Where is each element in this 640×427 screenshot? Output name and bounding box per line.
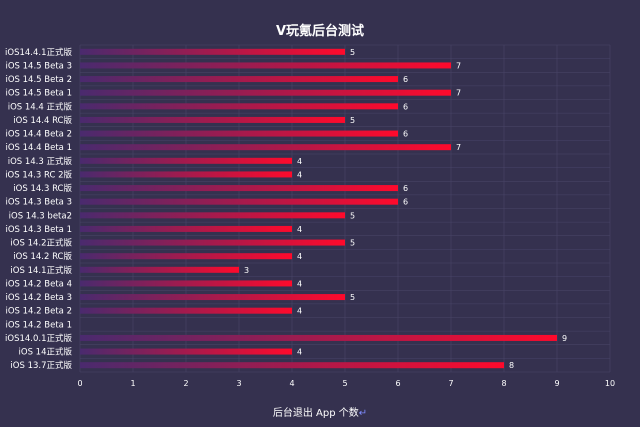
category-label: iOS 14.5 Beta 2: [6, 75, 73, 85]
category-label: iOS 14.5 Beta 1: [6, 89, 73, 99]
value-label: 6: [403, 102, 408, 111]
value-label: 5: [350, 239, 355, 248]
value-label: 5: [350, 293, 355, 302]
bar: [80, 76, 398, 83]
value-label: 6: [403, 75, 408, 84]
x-tick-label: 3: [236, 379, 241, 388]
category-label: iOS 14.2正式版: [10, 238, 72, 249]
bar: [80, 362, 504, 369]
value-label: 4: [297, 252, 302, 261]
x-axis-title: 后台退出 App 个数: [272, 408, 359, 419]
value-label: 4: [297, 225, 302, 234]
bar: [80, 130, 398, 137]
category-label: iOS 14.3 Beta 3: [6, 198, 73, 208]
value-label: 4: [297, 170, 302, 179]
bar: [80, 89, 451, 96]
bars: [80, 48, 557, 369]
value-label: 4: [297, 157, 302, 166]
x-tick-label: 10: [605, 379, 615, 388]
return-mark: ↵: [358, 408, 368, 419]
x-tick-label: 8: [501, 379, 506, 388]
value-label: 9: [562, 334, 567, 343]
category-label: iOS 14.4 RC版: [13, 115, 72, 126]
category-label: iOS14.4.1正式版: [5, 47, 72, 58]
bar: [80, 266, 239, 273]
bar: [80, 334, 557, 341]
x-tick-label: 0: [77, 379, 82, 388]
category-label: iOS 14.3 正式版: [8, 156, 73, 167]
category-label: iOS 14.2 RC版: [13, 251, 72, 262]
value-label: 3: [244, 266, 249, 275]
category-label: iOS 14.3 Beta 1: [6, 225, 73, 235]
value-label: 5: [350, 48, 355, 57]
bar: [80, 185, 398, 192]
value-label: 4: [297, 348, 302, 357]
category-label: iOS 14.3 RC版: [13, 183, 72, 194]
bar: [80, 144, 451, 151]
bar: [80, 171, 292, 178]
category-label: iOS 14.5 Beta 3: [6, 61, 73, 71]
bar: [80, 294, 345, 301]
category-label: iOS 14.3 beta2: [9, 211, 72, 221]
category-label: iOS 14正式版: [19, 347, 73, 358]
bar: [80, 239, 345, 246]
category-label: iOS 14.2 Beta 4: [6, 279, 73, 289]
category-label: iOS 14.2 Beta 2: [6, 307, 73, 317]
value-label: 7: [456, 61, 461, 70]
bar: [80, 103, 398, 110]
category-label: iOS 14.2 Beta 3: [6, 293, 73, 303]
labels: 0 1 2 3 4 5 6 7 8 9 10 iOS14.4.1正式版 5 iOS 14.5 Beta 3…: [5, 47, 615, 388]
grid: [79, 44, 611, 373]
chart-title: V玩氪后台测试: [275, 24, 365, 39]
bar: [80, 212, 345, 219]
bar: [80, 62, 451, 69]
bar: [80, 225, 292, 232]
category-label: iOS 14.2 Beta 1: [6, 320, 73, 330]
bar: [80, 157, 292, 164]
x-tick-label: 6: [395, 379, 400, 388]
bar: [80, 253, 292, 260]
value-label: 6: [403, 130, 408, 139]
bar: [80, 48, 345, 55]
category-label: iOS 14.4 Beta 1: [6, 143, 73, 153]
value-label: 5: [350, 211, 355, 220]
value-label: 4: [297, 307, 302, 316]
category-label: iOS 14.3 RC 2版: [5, 169, 72, 180]
value-label: 6: [403, 184, 408, 193]
bar: [80, 348, 292, 355]
category-label: iOS14.0.1正式版: [5, 333, 72, 344]
x-tick-label: 2: [183, 379, 188, 388]
x-tick-label: 4: [289, 379, 294, 388]
category-label: iOS 13.7正式版: [10, 360, 72, 371]
value-label: 7: [456, 143, 461, 152]
bar: [80, 198, 398, 205]
category-label: iOS 14.4 Beta 2: [6, 130, 73, 140]
x-tick-label: 5: [342, 379, 347, 388]
category-label: iOS 14.4 正式版: [8, 101, 73, 112]
value-label: 4: [297, 279, 302, 288]
x-tick-label: 9: [554, 379, 559, 388]
x-tick-label: 7: [448, 379, 453, 388]
x-tick-label: 1: [130, 379, 135, 388]
value-label: 8: [509, 361, 514, 370]
category-label: iOS 14.1正式版: [10, 265, 72, 276]
bar: [80, 307, 292, 314]
value-label: 6: [403, 198, 408, 207]
value-label: 5: [350, 116, 355, 125]
x-axis-label: 后台退出 App 个数↵: [0, 404, 640, 419]
bar: [80, 116, 345, 123]
bar: [80, 280, 292, 287]
value-label: 7: [456, 89, 461, 98]
